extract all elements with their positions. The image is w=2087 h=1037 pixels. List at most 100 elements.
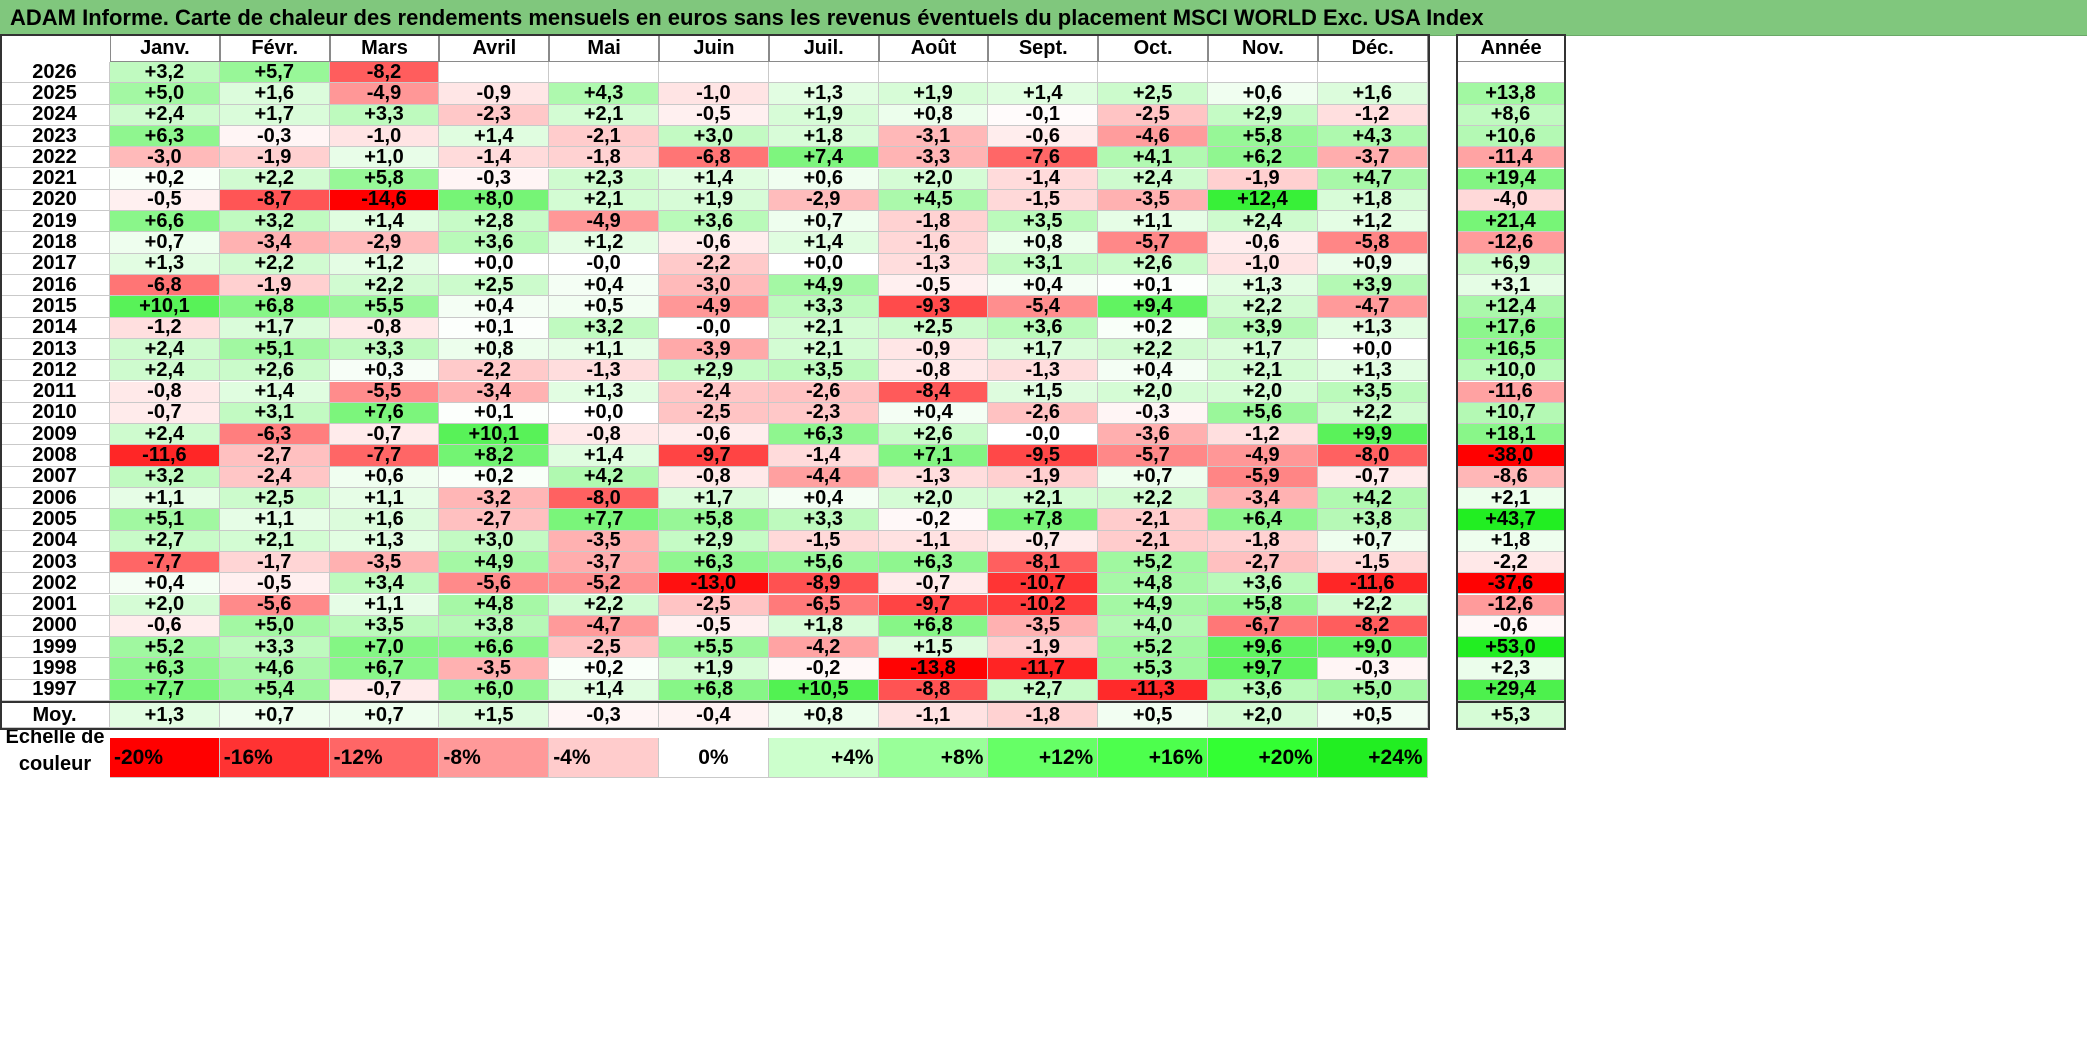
year-label: 2017 xyxy=(0,253,110,275)
heatmap-cell: -7,7 xyxy=(329,445,440,467)
color-scale-stop: -12% xyxy=(329,738,440,778)
heatmap-cell: +0,8 xyxy=(439,338,550,361)
heatmap-cell: +5,1 xyxy=(110,509,220,531)
heatmap-cell: +10,5 xyxy=(768,679,879,701)
annual-cell xyxy=(1457,62,1565,84)
heatmap-cell xyxy=(439,62,550,84)
heatmap-cell: -1,9 xyxy=(219,147,330,169)
heatmap-cell: -1,2 xyxy=(1208,424,1318,446)
average-cell: -0,4 xyxy=(659,703,769,728)
heatmap-cell: +3,6 xyxy=(659,211,769,233)
heatmap-cell: +6,3 xyxy=(659,551,769,574)
heatmap-cell: +5,0 xyxy=(219,615,330,638)
heatmap-cell: -1,9 xyxy=(219,275,330,297)
heatmap-cell: +0,2 xyxy=(549,658,659,680)
heatmap-cell: -1,9 xyxy=(988,466,1099,488)
heatmap-cell: -8,1 xyxy=(988,551,1099,574)
annual-cell: +10,7 xyxy=(1457,402,1565,425)
heatmap-cell: +1,3 xyxy=(768,83,879,105)
heatmap-cell: +6,3 xyxy=(878,551,989,574)
annual-cell: +10,6 xyxy=(1457,125,1565,148)
heatmap-cell: +3,4 xyxy=(329,573,440,595)
heatmap-cell: +2,4 xyxy=(110,104,220,126)
heatmap-cell: +2,0 xyxy=(1098,381,1208,403)
year-label: 2012 xyxy=(0,360,110,382)
color-scale-stop: -16% xyxy=(219,738,330,778)
annual-cell: -11,6 xyxy=(1457,381,1565,403)
heatmap-cell: +3,3 xyxy=(219,637,330,659)
year-label: 2024 xyxy=(0,104,110,126)
heatmap-cell: -0,9 xyxy=(878,338,989,361)
heatmap-cell: -4,4 xyxy=(768,466,879,488)
annual-cell: -2,2 xyxy=(1457,551,1565,574)
heatmap-cell: +4,8 xyxy=(1098,573,1208,595)
heatmap-cell: -1,3 xyxy=(549,360,659,382)
year-label: 2026 xyxy=(0,62,110,84)
heatmap-cell: +5,7 xyxy=(219,62,330,84)
heatmap-cell: +2,9 xyxy=(659,360,769,382)
heatmap-cell: +0,4 xyxy=(549,275,659,297)
heatmap-cell: +4,6 xyxy=(219,658,330,680)
heatmap-cell: -2,9 xyxy=(329,232,440,254)
heatmap-cell: -0,5 xyxy=(659,615,769,638)
heatmap-cell: +4,3 xyxy=(1317,125,1428,148)
heatmap-cell: -1,9 xyxy=(1208,168,1318,190)
average-label: Moy. xyxy=(0,703,110,728)
heatmap-cell: +6,6 xyxy=(439,637,550,659)
heatmap-cell: -1,3 xyxy=(878,253,989,275)
heatmap-cell: +7,1 xyxy=(878,445,989,467)
heatmap-cell: -1,8 xyxy=(878,211,989,233)
heatmap-cell: -3,3 xyxy=(878,147,989,169)
heatmap-cell: +3,3 xyxy=(768,296,879,318)
heatmap-cell: -0,7 xyxy=(988,530,1099,552)
heatmap-cell: +1,7 xyxy=(219,104,330,126)
heatmap-cell: -3,4 xyxy=(439,381,550,403)
heatmap-cell: +5,5 xyxy=(659,637,769,659)
heatmap-cell: -0,7 xyxy=(329,679,440,701)
heatmap-cell: +1,4 xyxy=(439,125,550,148)
heatmap-cell: +1,6 xyxy=(219,83,330,105)
heatmap-cell: -0,6 xyxy=(110,615,220,638)
heatmap-cell: -2,1 xyxy=(549,125,659,148)
heatmap-cell: -0,8 xyxy=(659,466,769,488)
heatmap-cell: -5,2 xyxy=(549,573,659,595)
heatmap-cell: -11,6 xyxy=(110,445,220,467)
heatmap-cell: +2,4 xyxy=(110,338,220,361)
year-label: 2004 xyxy=(0,530,110,552)
heatmap-cell: -2,2 xyxy=(659,253,769,275)
heatmap-cell: -3,0 xyxy=(659,275,769,297)
heatmap-cell: +2,2 xyxy=(1098,488,1208,510)
heatmap-cell: +1,3 xyxy=(329,530,440,552)
heatmap-cell: -13,8 xyxy=(878,658,989,680)
heatmap-cell: -6,5 xyxy=(768,594,879,616)
heatmap-cell: -1,5 xyxy=(988,189,1099,212)
heatmap-cell: +2,1 xyxy=(1208,360,1318,382)
heatmap-cell: -2,9 xyxy=(768,189,879,212)
average-cell: +0,7 xyxy=(329,703,440,728)
heatmap-cell: +2,9 xyxy=(1208,104,1318,126)
heatmap-cell: +0,7 xyxy=(1317,530,1428,552)
year-label: 2018 xyxy=(0,232,110,254)
heatmap-cell: -3,4 xyxy=(219,232,330,254)
heatmap-cell: -0,3 xyxy=(219,125,330,148)
heatmap-cell: +6,3 xyxy=(110,658,220,680)
average-cell: +0,7 xyxy=(219,703,330,728)
heatmap-cell: -1,2 xyxy=(1317,104,1428,126)
heatmap-cell: +5,6 xyxy=(768,551,879,574)
heatmap-cell: +2,7 xyxy=(110,530,220,552)
heatmap-cell: -5,9 xyxy=(1208,466,1318,488)
heatmap-cell: -0,2 xyxy=(878,509,989,531)
heatmap-cell: +5,0 xyxy=(110,83,220,105)
heatmap-cell: +1,4 xyxy=(219,381,330,403)
heatmap-cell: -3,1 xyxy=(878,125,989,148)
heatmap-cell: -0,7 xyxy=(878,573,989,595)
average-cell: +1,5 xyxy=(439,703,550,728)
heatmap-cell xyxy=(549,62,659,84)
heatmap-cell: +0,7 xyxy=(1098,466,1208,488)
heatmap-cell: -1,8 xyxy=(1208,530,1318,552)
heatmap-cell: -2,1 xyxy=(1098,509,1208,531)
annual-cell: -0,6 xyxy=(1457,615,1565,638)
month-header: Juin xyxy=(659,35,769,62)
month-header: Mars xyxy=(329,35,440,62)
